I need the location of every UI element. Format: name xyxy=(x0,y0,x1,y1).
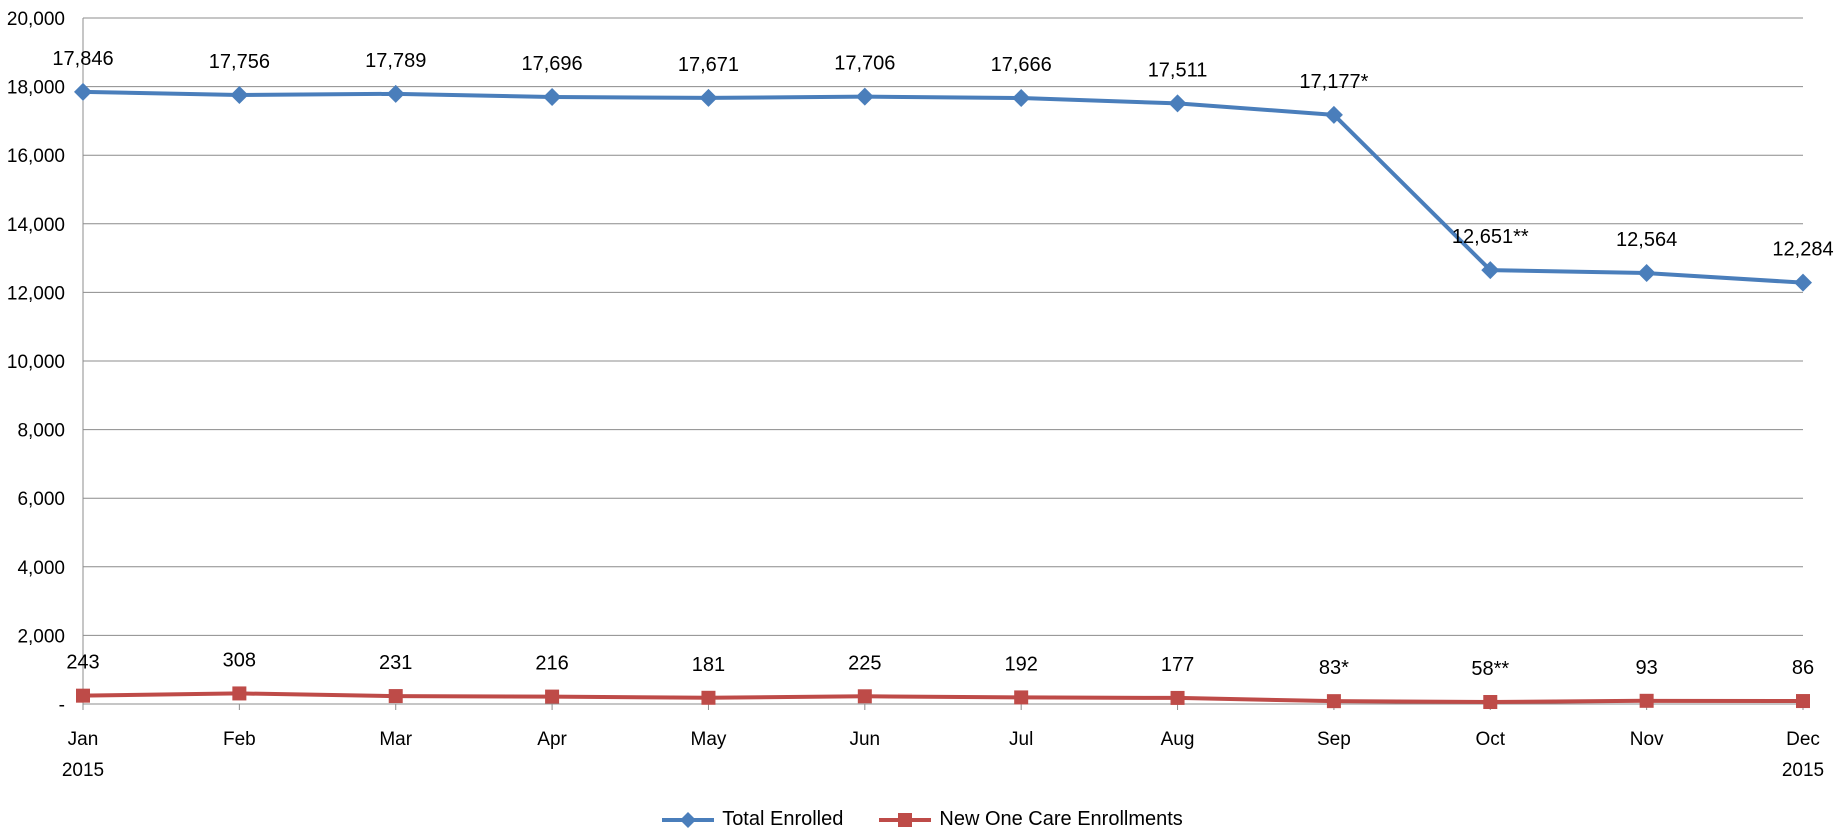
data-point-total-enrolled xyxy=(1481,261,1500,280)
data-label-total-enrolled: 17,666 xyxy=(991,54,1052,76)
y-tick-label: 20,000 xyxy=(7,9,65,30)
y-tick-label: 10,000 xyxy=(7,352,65,373)
legend-item-total-enrolled: Total Enrolled xyxy=(660,808,843,831)
data-point-total-enrolled xyxy=(1012,89,1031,108)
chart-canvas: - 2,000 4,000 6,000 8,000 10,000 12,000 14,000 1… xyxy=(7,9,1834,781)
y-tick-label: 12,000 xyxy=(7,283,65,304)
data-label-total-enrolled: 12,564 xyxy=(1616,229,1677,251)
data-point-total-enrolled xyxy=(1794,273,1812,292)
data-label-new-one-care-enrollments: 225 xyxy=(848,652,881,674)
x-tick-label: Nov xyxy=(1630,729,1664,750)
y-tick-label: 2,000 xyxy=(17,626,65,647)
data-label-new-one-care-enrollments: 308 xyxy=(223,649,256,671)
data-label-new-one-care-enrollments: 216 xyxy=(535,653,568,675)
data-point-new-one-care-enrollments xyxy=(1639,693,1654,708)
x-tick-label: Jul xyxy=(1009,729,1033,750)
series-line-total-enrolled xyxy=(82,89,1804,285)
data-label-new-one-care-enrollments: 83* xyxy=(1319,657,1349,679)
data-point-new-one-care-enrollments xyxy=(76,688,90,703)
y-tick-label: 18,000 xyxy=(7,78,65,99)
chart-legend: Total Enrolled New One Care Enrollments xyxy=(0,808,1843,831)
data-label-total-enrolled: 17,789 xyxy=(365,50,426,72)
x-tick-label: Mar xyxy=(379,729,412,750)
data-point-total-enrolled xyxy=(855,87,874,106)
data-point-total-enrolled xyxy=(543,88,562,107)
data-label-total-enrolled: 17,671 xyxy=(678,54,739,76)
data-point-total-enrolled xyxy=(230,85,249,104)
data-point-new-one-care-enrollments xyxy=(1170,690,1185,705)
x-tick-label: Feb xyxy=(223,729,256,750)
data-label-new-one-care-enrollments: 192 xyxy=(1004,653,1037,675)
legend-item-new-one-care-enrollments: New One Care Enrollments xyxy=(877,808,1183,831)
series-line-new-one-care-enrollments xyxy=(82,691,1804,705)
x-tick-label: Oct xyxy=(1475,729,1505,750)
legend-swatch-new-one-care-enrollments xyxy=(879,812,932,827)
data-point-total-enrolled xyxy=(74,82,92,101)
data-label-new-one-care-enrollments: 231 xyxy=(379,652,412,674)
data-label-new-one-care-enrollments: 177 xyxy=(1161,654,1194,676)
data-point-new-one-care-enrollments xyxy=(1014,690,1029,705)
x-tick-label: Jan xyxy=(68,729,99,750)
data-point-new-one-care-enrollments xyxy=(1796,694,1810,709)
x-tick-label: Dec xyxy=(1786,729,1820,750)
data-point-new-one-care-enrollments xyxy=(1326,694,1341,709)
data-label-total-enrolled: 12,651** xyxy=(1452,226,1529,248)
legend-label-total-enrolled: Total Enrolled xyxy=(722,808,844,830)
data-label-total-enrolled: 17,706 xyxy=(834,53,895,75)
data-label-new-one-care-enrollments: 86 xyxy=(1792,657,1814,679)
data-point-new-one-care-enrollments xyxy=(545,689,560,704)
y-tick-label: 6,000 xyxy=(17,489,65,510)
data-point-new-one-care-enrollments xyxy=(1483,695,1498,710)
x-tick-label: Apr xyxy=(537,729,567,750)
data-point-total-enrolled xyxy=(699,88,718,107)
legend-label-new-one-care-enrollments: New One Care Enrollments xyxy=(939,808,1183,830)
y-tick-label: 8,000 xyxy=(17,421,65,442)
data-point-new-one-care-enrollments xyxy=(232,686,247,701)
y-tick-label: 4,000 xyxy=(17,558,65,579)
x-tick-label: May xyxy=(691,729,727,750)
x-tick-label: Sep xyxy=(1317,729,1351,750)
data-point-total-enrolled xyxy=(1324,105,1343,124)
y-tick-label: - xyxy=(59,695,65,716)
x-tick-label: Aug xyxy=(1161,729,1195,750)
y-tick-label: 16,000 xyxy=(7,146,65,167)
data-label-total-enrolled: 17,756 xyxy=(209,51,270,73)
data-point-new-one-care-enrollments xyxy=(857,689,872,704)
data-point-total-enrolled xyxy=(386,84,405,103)
x-tick-sublabel: 2015 xyxy=(1782,760,1824,781)
data-point-total-enrolled xyxy=(1168,94,1187,113)
y-tick-label: 14,000 xyxy=(7,215,65,236)
data-label-new-one-care-enrollments: 93 xyxy=(1636,657,1658,679)
data-label-new-one-care-enrollments: 181 xyxy=(692,654,725,676)
data-point-new-one-care-enrollments xyxy=(388,689,403,704)
data-label-total-enrolled: 17,696 xyxy=(522,53,583,75)
data-label-total-enrolled: 17,511 xyxy=(1148,59,1208,81)
data-label-total-enrolled: 17,846 xyxy=(52,48,113,70)
data-point-new-one-care-enrollments xyxy=(701,690,716,705)
data-label-new-one-care-enrollments: 243 xyxy=(66,652,99,674)
x-tick-sublabel: 2015 xyxy=(62,760,104,781)
data-label-new-one-care-enrollments: 58** xyxy=(1471,658,1509,680)
legend-swatch-total-enrolled xyxy=(662,811,715,828)
data-label-total-enrolled: 12,284 xyxy=(1772,239,1833,261)
x-tick-label: Jun xyxy=(849,729,880,750)
data-point-total-enrolled xyxy=(1637,264,1656,283)
data-label-total-enrolled: 17,177* xyxy=(1299,71,1368,93)
